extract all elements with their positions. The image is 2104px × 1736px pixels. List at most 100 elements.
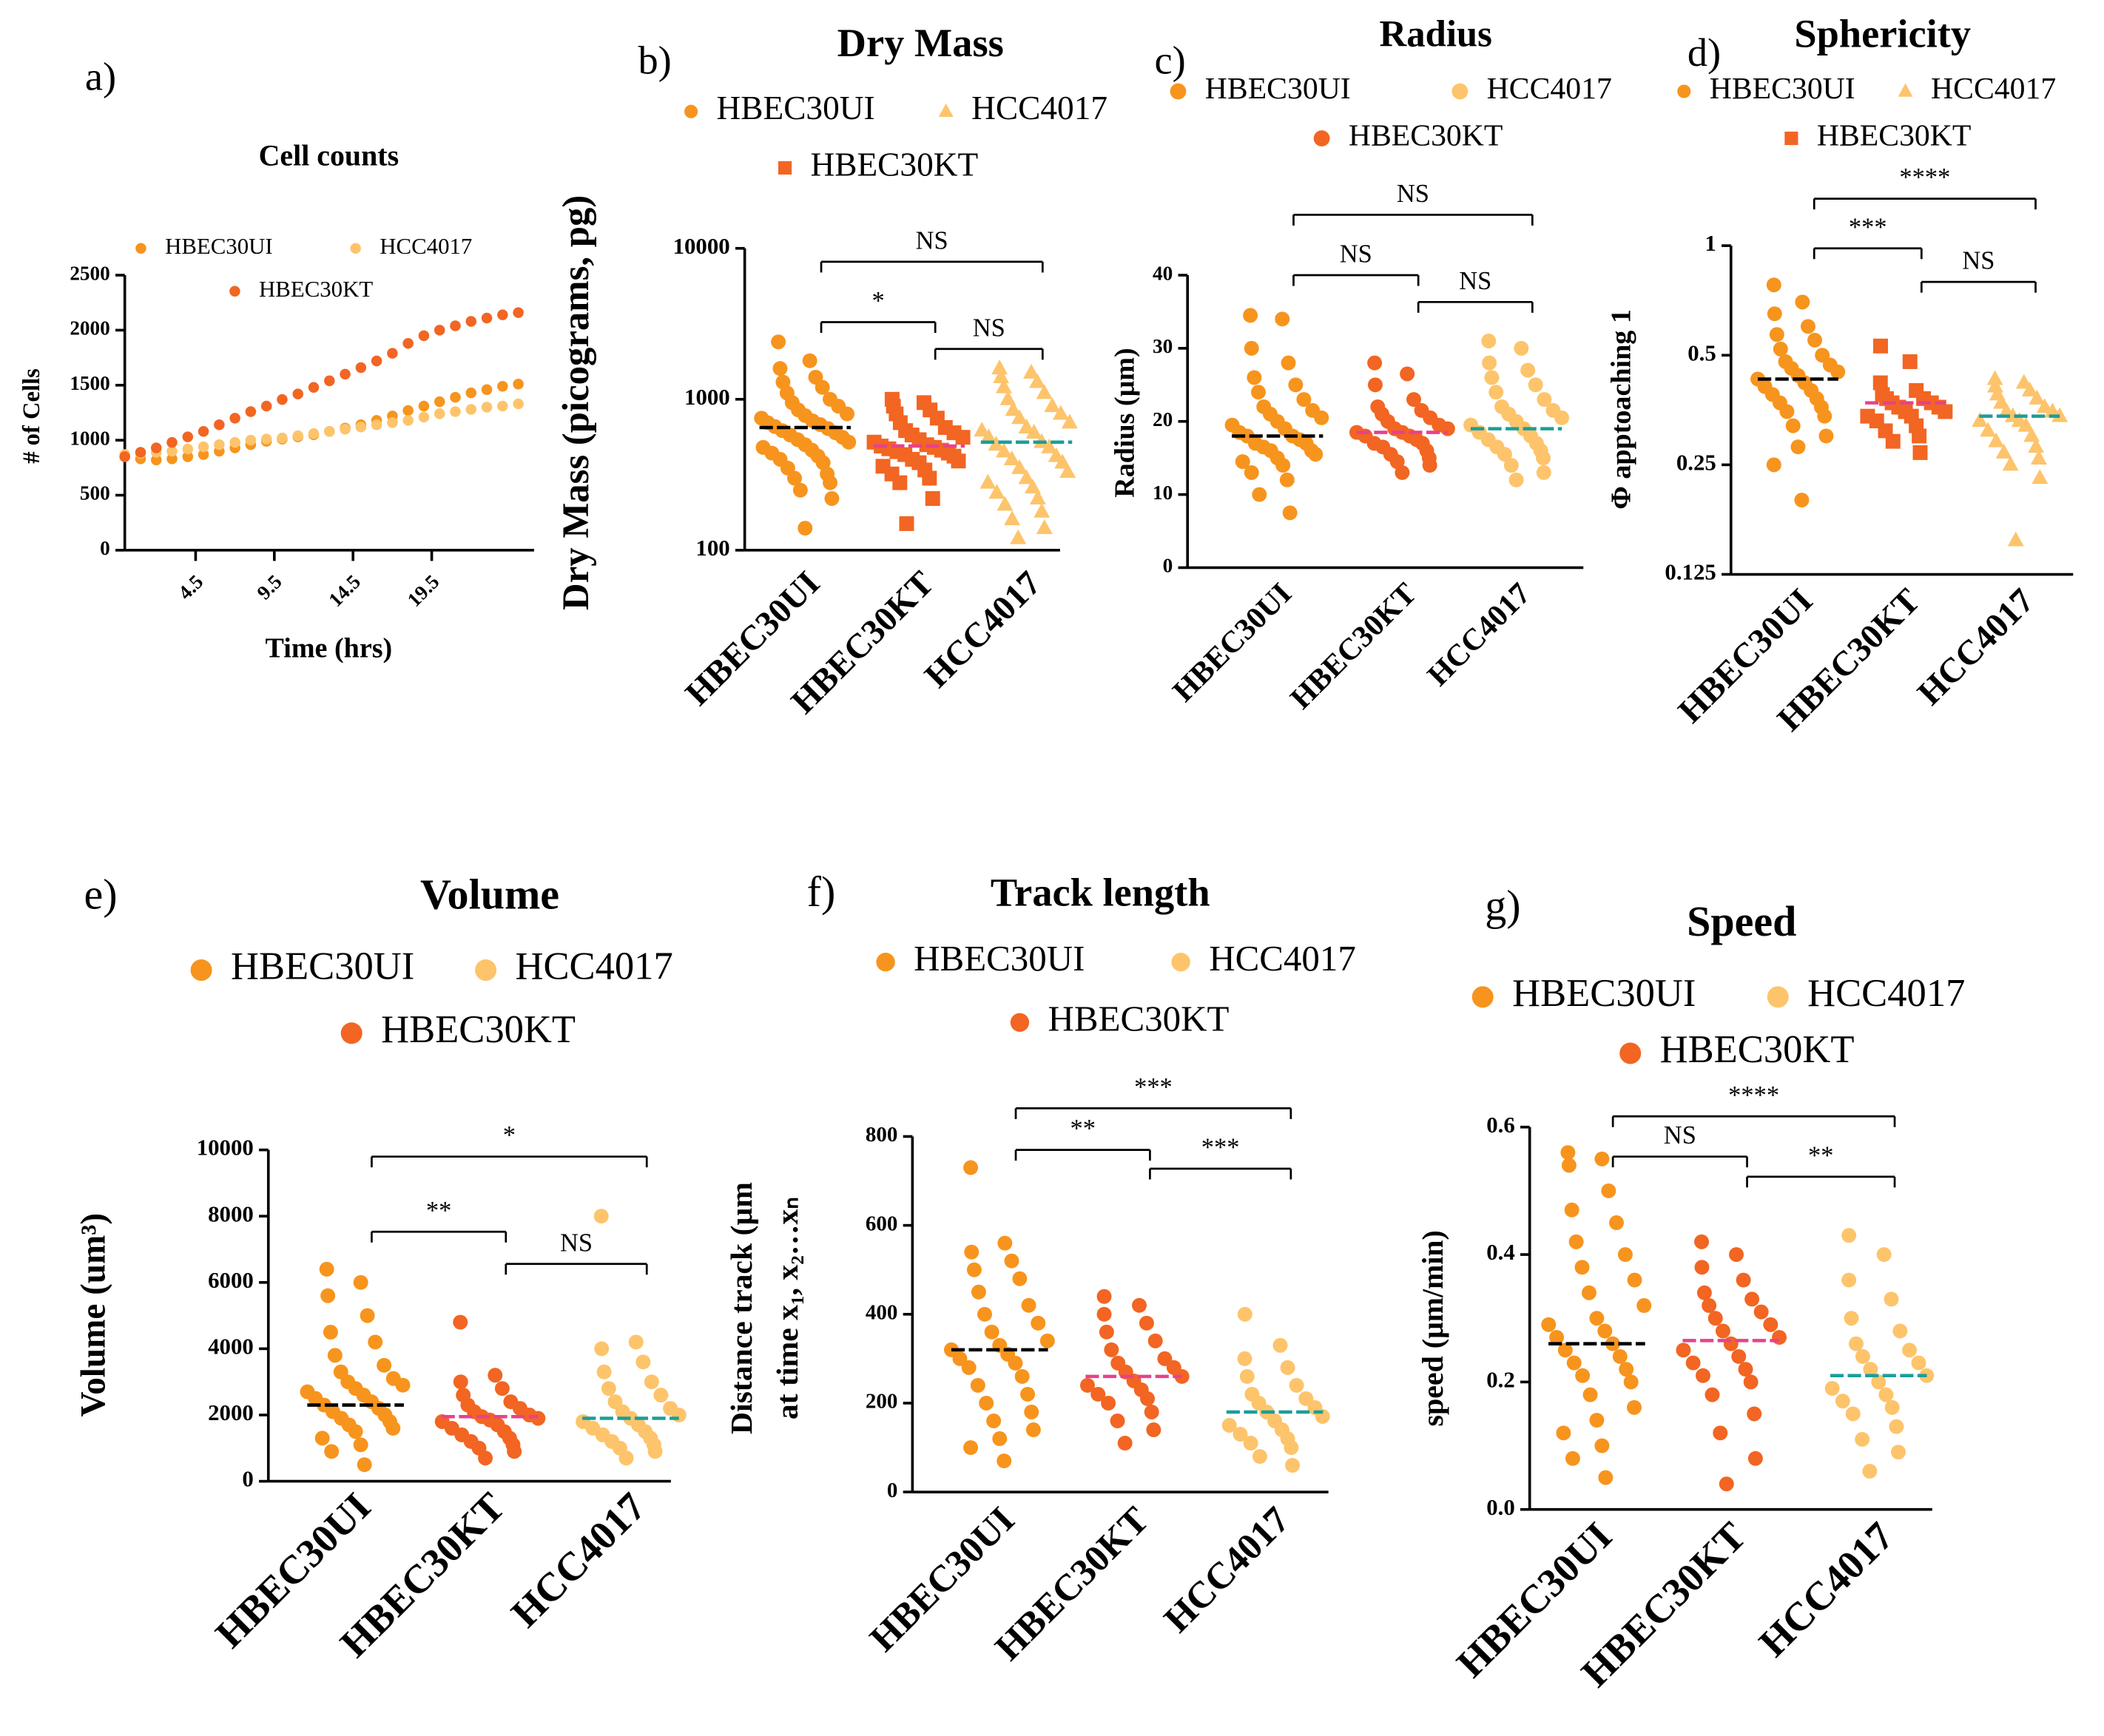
data-point <box>1008 1355 1023 1371</box>
data-point <box>961 1360 977 1375</box>
data-point <box>979 473 997 489</box>
legend-label: HBEC30KT <box>381 1008 576 1051</box>
y-tick-label: 0 <box>100 537 110 559</box>
data-point <box>2015 374 2032 389</box>
data-point <box>815 455 831 470</box>
x-tick-label: 14.5 <box>324 570 365 611</box>
y-tick-label: 2500 <box>70 262 109 284</box>
data-point <box>497 400 508 412</box>
significance-label: NS <box>916 226 948 254</box>
chart-title: Dry Mass <box>837 21 1004 65</box>
data-point <box>1101 1395 1116 1411</box>
data-point <box>481 402 493 413</box>
significance-label: **** <box>1899 163 1950 192</box>
data-point <box>418 400 430 412</box>
data-point <box>1147 1333 1163 1348</box>
data-point <box>840 406 854 422</box>
data-point <box>1835 1394 1850 1409</box>
data-point <box>999 390 1016 405</box>
y-axis-label: # of Cells <box>18 368 45 464</box>
y-tick-label: 30 <box>1153 335 1173 357</box>
data-point <box>1020 1386 1036 1402</box>
data-point <box>986 1414 1002 1428</box>
data-point <box>1556 1425 1571 1441</box>
data-point <box>997 1235 1013 1251</box>
panel-label: g) <box>1485 881 1520 929</box>
data-point <box>1244 340 1259 356</box>
data-point <box>1244 465 1259 480</box>
data-point <box>1862 1464 1878 1479</box>
data-point <box>823 475 838 490</box>
data-point <box>1766 277 1781 293</box>
data-point <box>1876 1247 1892 1263</box>
data-point <box>1488 385 1504 400</box>
data-point <box>1139 1315 1154 1331</box>
data-point <box>1848 1336 1864 1351</box>
data-point <box>1885 433 1901 449</box>
data-point <box>1235 454 1250 470</box>
data-point <box>1863 1362 1878 1377</box>
data-point <box>1298 1391 1314 1406</box>
data-point <box>1582 1387 1598 1402</box>
legend-label: HBEC30UI <box>717 89 875 126</box>
data-point <box>1080 1377 1095 1393</box>
y-axis-label: Φ apptoaching 1 <box>1605 309 1636 510</box>
data-point <box>1636 1298 1652 1313</box>
legend-label: HCC4017 <box>380 234 472 259</box>
data-point <box>1601 1183 1616 1198</box>
data-point <box>357 1457 372 1473</box>
data-point <box>135 447 146 458</box>
data-point <box>2031 469 2049 484</box>
data-point <box>992 1431 1008 1447</box>
data-point <box>150 454 162 466</box>
y-tick-label: 10 <box>1153 482 1173 504</box>
data-point <box>1773 341 1788 357</box>
data-point <box>1627 1272 1642 1288</box>
data-point <box>402 405 414 416</box>
data-point <box>182 443 194 455</box>
legend-label: HBEC30UI <box>165 234 273 259</box>
data-point <box>952 1351 968 1366</box>
data-point <box>277 432 288 444</box>
data-point <box>1795 294 1810 310</box>
legend-label: HCC4017 <box>1807 972 1965 1015</box>
data-point <box>1497 447 1512 462</box>
legend-label: HBEC30UI <box>914 938 1085 979</box>
legend-marker <box>1677 84 1691 98</box>
y-tick-label: 8000 <box>208 1201 254 1226</box>
data-point <box>1779 404 1795 419</box>
y-tick-label: 10000 <box>197 1135 254 1161</box>
data-point <box>1676 1342 1691 1358</box>
data-point <box>1367 377 1383 393</box>
data-point <box>1011 409 1028 425</box>
data-point <box>395 1377 411 1393</box>
data-point <box>1723 1336 1739 1351</box>
data-point <box>1395 465 1410 480</box>
data-point <box>988 436 1005 451</box>
data-point <box>963 1160 979 1175</box>
legend-label: HCC4017 <box>1931 72 2056 106</box>
data-point <box>1871 1374 1886 1390</box>
data-point <box>292 388 303 399</box>
data-point <box>1902 354 1918 369</box>
data-point <box>1389 454 1405 470</box>
data-point <box>371 355 382 367</box>
legend-marker <box>135 243 146 254</box>
data-point <box>1284 1440 1299 1456</box>
data-point <box>647 1444 663 1459</box>
significance-label: ** <box>1070 1115 1095 1143</box>
x-tick-label: HCC4017 <box>1750 1513 1902 1665</box>
data-point <box>1694 1234 1709 1249</box>
data-point <box>1878 1387 1894 1402</box>
data-point <box>2007 531 2024 547</box>
data-point <box>320 1288 336 1303</box>
data-point <box>2028 438 2045 453</box>
data-point <box>2029 389 2046 405</box>
significance-label: NS <box>1397 180 1429 208</box>
data-point <box>1713 1425 1728 1441</box>
data-point <box>1036 519 1053 535</box>
data-point <box>229 436 240 448</box>
data-point <box>1508 472 1524 487</box>
data-point <box>2036 398 2053 413</box>
y-axis-label: Dry Mass (picograms, pg) <box>555 195 596 610</box>
